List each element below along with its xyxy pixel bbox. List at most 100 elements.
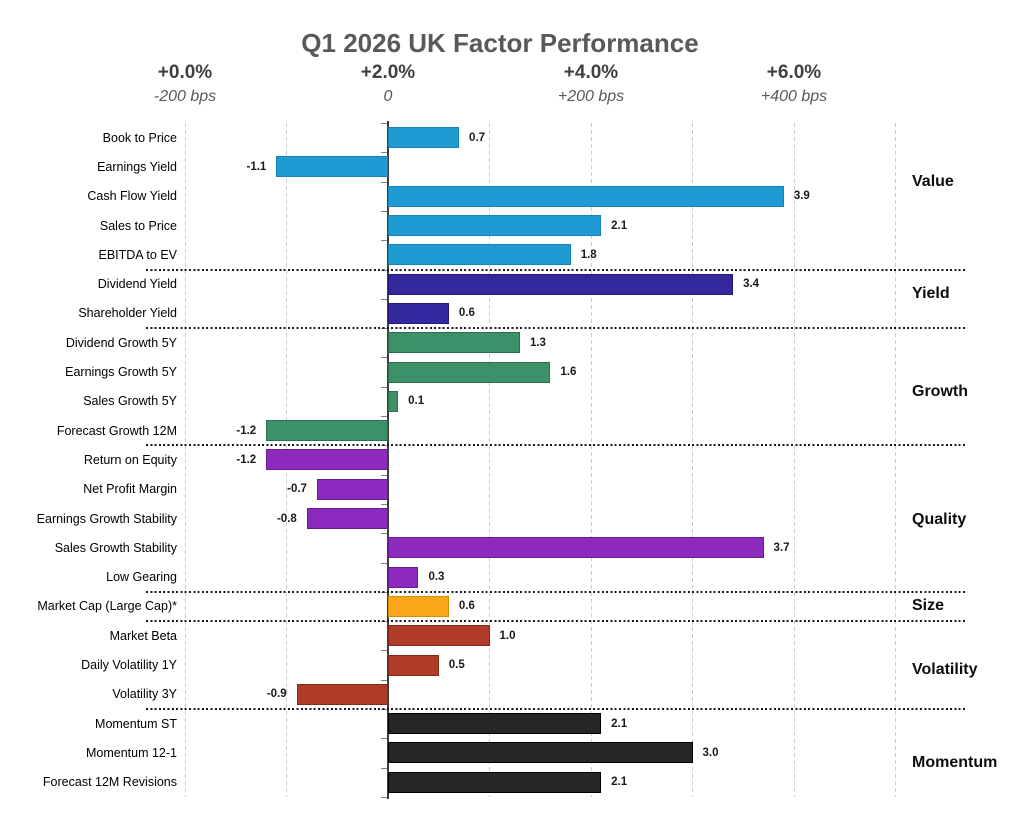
value-label-momentum-st: 2.1	[611, 717, 628, 730]
gridline	[489, 123, 490, 797]
bar-low-gearing	[388, 566, 419, 588]
bar-momentum-st	[388, 713, 602, 735]
group-separator	[146, 708, 967, 710]
group-separator	[146, 268, 967, 271]
category-label-volatility-3y: Volatility 3Y	[112, 687, 177, 702]
category-label-earnings-yield: Earnings Yield	[97, 159, 177, 174]
group-separator	[146, 444, 967, 447]
bar-market-cap-large-cap	[388, 595, 449, 617]
group-label-momentum: Momentum	[912, 753, 998, 771]
axis-tick	[381, 299, 387, 300]
category-label-momentum-st: Momentum ST	[95, 716, 177, 731]
x-axis-tick-3: +6.0% +400 bps	[761, 61, 827, 109]
value-label-ebitda-to-ev: 1.8	[580, 248, 597, 261]
x-axis-percent-label: +2.0%	[360, 62, 416, 83]
axis-tick	[381, 240, 387, 241]
category-label-shareholder-yield: Shareholder Yield	[78, 306, 177, 321]
group-label-size: Size	[912, 597, 945, 615]
x-axis-bps-label: +200 bps	[557, 88, 625, 105]
value-label-momentum-12-1: 3.0	[702, 746, 719, 759]
group-label-quality: Quality	[912, 510, 967, 528]
category-label-sales-growth-stability: Sales Growth Stability	[54, 540, 177, 555]
category-label-forecast-growth-12m: Forecast Growth 12M	[56, 423, 177, 438]
axis-tick	[381, 123, 387, 124]
category-label-cash-flow-yield: Cash Flow Yield	[87, 189, 177, 204]
value-label-return-on-equity: -1.2	[236, 453, 257, 466]
value-label-sales-growth-stability: 3.7	[773, 541, 790, 554]
value-label-volatility-3y: -0.9	[266, 688, 287, 701]
value-label-net-profit-margin: -0.7	[287, 483, 307, 496]
bar-earnings-growth-5y	[388, 361, 551, 383]
axis-tick	[381, 475, 387, 476]
value-label-dividend-growth-5y: 1.3	[529, 336, 546, 349]
value-label-earnings-yield: -1.1	[246, 160, 267, 173]
category-label-daily-volatility-1y: Daily Volatility 1Y	[81, 658, 177, 673]
category-label-market-cap-large-cap: Market Cap (Large Cap)*	[37, 599, 177, 614]
axis-tick	[381, 650, 387, 651]
category-label-momentum-12-1: Momentum 12-1	[85, 745, 177, 760]
axis-tick	[381, 680, 387, 681]
value-label-earnings-growth-stability: -0.8	[276, 512, 297, 525]
x-axis-bps-label: 0	[383, 88, 393, 105]
axis-tick	[381, 768, 387, 769]
bar-daily-volatility-1y	[388, 654, 439, 676]
bar-shareholder-yield	[388, 302, 449, 324]
bar-net-profit-margin	[316, 478, 388, 500]
bar-sales-growth-5y	[388, 390, 399, 412]
group-separator	[146, 327, 967, 330]
value-label-market-beta: 1.0	[499, 629, 516, 642]
x-axis-percent-label: +6.0%	[766, 62, 822, 83]
category-label-return-on-equity: Return on Equity	[83, 452, 177, 467]
bar-sales-growth-stability	[388, 537, 764, 559]
axis-tick	[381, 387, 387, 388]
bar-return-on-equity	[266, 449, 388, 471]
axis-tick	[381, 270, 387, 271]
axis-tick	[381, 416, 387, 417]
x-axis-percent-label: +4.0%	[563, 62, 619, 83]
bar-cash-flow-yield	[388, 185, 784, 207]
gridline	[895, 123, 896, 797]
x-axis-tick-0: +0.0% -200 bps	[154, 61, 216, 109]
value-label-dividend-yield: 3.4	[743, 278, 760, 291]
category-label-sales-growth-5y: Sales Growth 5Y	[83, 394, 177, 409]
chart-title: Q1 2026 UK Factor Performance	[301, 28, 699, 58]
category-label-forecast-12m-revisions: Forecast 12M Revisions	[42, 775, 177, 790]
gridline	[590, 123, 592, 797]
axis-tick	[381, 182, 387, 183]
gridline	[793, 123, 795, 797]
value-label-cash-flow-yield: 3.9	[793, 190, 810, 203]
gridline	[692, 123, 693, 797]
axis-tick	[381, 738, 387, 739]
bar-forecast-growth-12m	[266, 420, 388, 442]
category-label-sales-to-price: Sales to Price	[99, 218, 177, 233]
value-label-market-cap-large-cap: 0.6	[458, 600, 475, 613]
group-label-value: Value	[912, 173, 954, 191]
category-label-book-to-price: Book to Price	[102, 130, 177, 145]
x-axis-percent-label: +0.0%	[157, 62, 213, 83]
category-label-ebitda-to-ev: EBITDA to EV	[98, 247, 177, 262]
axis-tick	[381, 504, 387, 505]
axis-tick	[381, 211, 387, 212]
axis-tick	[381, 563, 387, 564]
x-axis-bps-label: +400 bps	[760, 88, 828, 105]
bar-ebitda-to-ev	[388, 244, 571, 266]
category-label-net-profit-margin: Net Profit Margin	[83, 482, 177, 497]
value-label-forecast-growth-12m: -1.2	[236, 424, 257, 437]
axis-tick	[381, 797, 387, 798]
axis-tick	[381, 152, 387, 153]
value-label-shareholder-yield: 0.6	[458, 307, 475, 320]
axis-tick	[381, 533, 387, 534]
category-label-dividend-yield: Dividend Yield	[97, 277, 177, 292]
axis-tick	[381, 357, 387, 358]
x-axis-tick-1: +2.0% 0	[361, 61, 415, 109]
x-axis-tick-2: +4.0% +200 bps	[558, 61, 624, 109]
value-label-earnings-growth-5y: 1.6	[560, 366, 577, 379]
category-label-market-beta: Market Beta	[109, 628, 177, 643]
bar-momentum-12-1	[388, 742, 693, 764]
category-label-low-gearing: Low Gearing	[106, 570, 177, 585]
bar-market-beta	[388, 625, 490, 647]
bar-dividend-yield	[388, 273, 734, 295]
value-label-sales-growth-5y: 0.1	[408, 395, 425, 408]
category-label-earnings-growth-5y: Earnings Growth 5Y	[65, 365, 177, 380]
